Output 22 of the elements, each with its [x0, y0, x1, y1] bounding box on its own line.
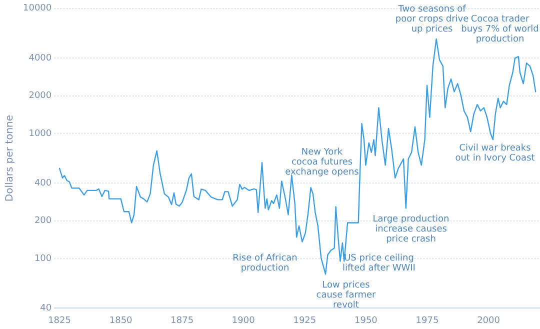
x-tick-label: 1850 [109, 316, 133, 326]
y-axis-title: Dollars per tonne [4, 114, 16, 202]
x-tick-label: 2000 [477, 316, 500, 326]
y-tick-label: 2000 [28, 91, 52, 102]
x-tick-label: 1875 [170, 316, 194, 326]
x-tick-label: 1825 [48, 316, 71, 326]
y-tick-label: 40 [40, 304, 52, 314]
y-tick-label: 1000 [28, 128, 52, 139]
y-tick-label: 4000 [28, 53, 52, 64]
annotation: New York cocoa futures exchange opens [285, 147, 360, 178]
x-tick-label: 1975 [416, 316, 439, 326]
y-tick-label: 10000 [22, 4, 52, 14]
x-tick-label: 1925 [293, 316, 316, 326]
annotation: Civil war breaks out in Ivory Coast [455, 143, 536, 164]
x-tick-label: 1900 [232, 316, 256, 326]
y-tick-label: 100 [34, 254, 52, 264]
annotation: Large production increase causes price crash [372, 214, 450, 244]
y-tick-label: 200 [34, 216, 52, 226]
x-tick-label: 1950 [354, 316, 378, 326]
y-tick-label: 400 [34, 178, 52, 189]
annotation: Rise of African production [232, 253, 298, 274]
annotation: Low prices cause farmer revolt [316, 280, 376, 310]
